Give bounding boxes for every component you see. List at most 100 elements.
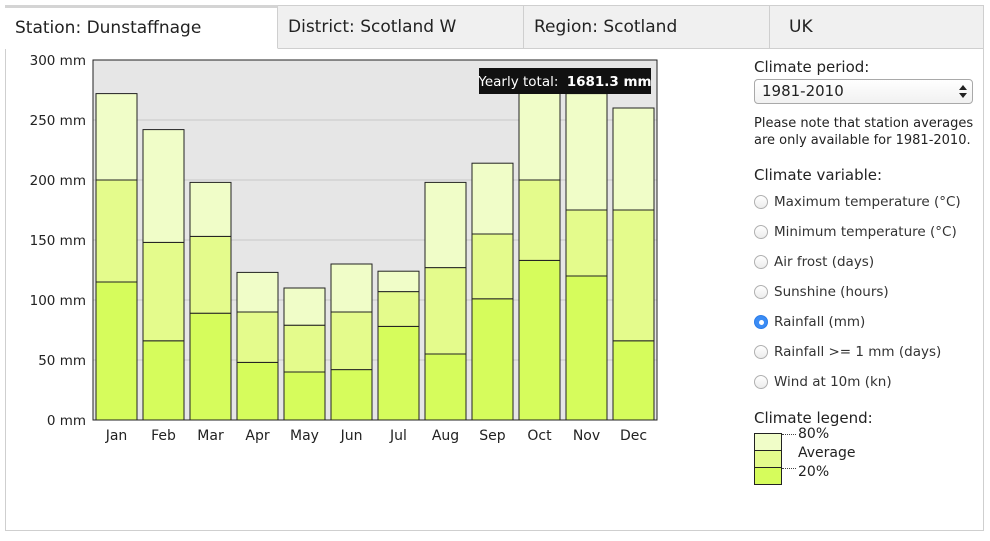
period-note: Please note that station averages are on…	[754, 116, 974, 148]
period-selected-value: 1981-2010	[762, 82, 844, 100]
radio-circle-icon[interactable]	[754, 195, 768, 209]
x-tick-label: Jun	[340, 428, 363, 444]
chart-area: 0 mm 50 mm 100 mm 150 mm 200 mm 250 mm 300 mm …	[0, 50, 700, 537]
period-heading: Climate period:	[754, 58, 870, 76]
sidebar: Climate period: 1981-2010 Please note th…	[754, 58, 979, 491]
bar-segment-80	[612, 107, 655, 211]
legend-swatch-average	[754, 450, 782, 468]
select-arrows-icon	[959, 85, 967, 98]
bar-segment-20	[236, 361, 279, 421]
bar-segment-average	[424, 267, 467, 355]
legend-leader	[782, 468, 796, 469]
radio-rainfall-days[interactable]: Rainfall >= 1 mm (days)	[754, 337, 979, 367]
yearly-total-prefix: Yearly total:	[477, 74, 558, 90]
x-tick-label: May	[290, 428, 319, 444]
bar-segment-average	[612, 209, 655, 342]
bar-segment-20	[189, 312, 232, 421]
bar-segment-20	[142, 340, 185, 421]
yearly-total-badge: Yearly total: 1681.3 mm	[477, 68, 652, 94]
bar-segment-80	[95, 93, 138, 181]
bar-segment-80	[330, 263, 373, 313]
bar-segment-80	[565, 93, 608, 211]
bar-segment-average	[189, 235, 232, 314]
bar-segment-80	[283, 287, 326, 326]
radio-label: Rainfall (mm)	[774, 314, 866, 330]
yearly-total-value: 1681.3 mm	[567, 74, 652, 90]
x-tick-label: Feb	[151, 428, 176, 444]
tab-uk[interactable]: UK	[770, 5, 984, 49]
y-tick-label: 250 mm	[30, 113, 86, 129]
bar-segment-average	[377, 291, 420, 327]
radio-max-temperature[interactable]: Maximum temperature (°C)	[754, 187, 979, 217]
radio-rainfall[interactable]: Rainfall (mm)	[754, 307, 979, 337]
legend-leader	[782, 434, 796, 435]
x-tick-label: Oct	[527, 428, 552, 444]
radio-label: Rainfall >= 1 mm (days)	[774, 344, 942, 360]
bar-segment-20	[330, 369, 373, 421]
tab-region[interactable]: Region: Scotland	[524, 5, 770, 49]
tab-district[interactable]: District: Scotland W	[278, 5, 524, 49]
bar-segment-average	[283, 324, 326, 373]
bar-segment-80	[518, 82, 561, 181]
bar-segment-20	[565, 275, 608, 421]
y-tick-label: 0 mm	[47, 413, 86, 429]
bar-segment-20	[424, 353, 467, 421]
bar-segment-average	[95, 179, 138, 283]
x-tick-label: Dec	[620, 428, 647, 444]
legend-swatch-20	[754, 467, 782, 485]
x-tick-label: Jan	[105, 428, 128, 444]
variable-radio-group: Maximum temperature (°C) Minimum tempera…	[754, 187, 979, 397]
variable-heading: Climate variable:	[754, 166, 883, 184]
climate-legend: 80% Average 20%	[754, 426, 979, 491]
bar-segment-average	[142, 241, 185, 342]
bar-segment-average	[518, 179, 561, 261]
radio-air-frost[interactable]: Air frost (days)	[754, 247, 979, 277]
radio-label: Sunshine (hours)	[774, 284, 889, 300]
bar-segment-20	[95, 281, 138, 421]
radio-min-temperature[interactable]: Minimum temperature (°C)	[754, 217, 979, 247]
period-select[interactable]: 1981-2010	[754, 79, 973, 104]
x-tick-label: Jul	[389, 428, 407, 444]
radio-label: Wind at 10m (kn)	[774, 374, 892, 390]
x-tick-label: Mar	[197, 428, 224, 444]
y-tick-label: 100 mm	[30, 293, 86, 309]
bar-segment-average	[236, 311, 279, 363]
radio-label: Maximum temperature (°C)	[774, 194, 961, 210]
plot-border	[92, 59, 658, 421]
tab-station[interactable]: Station: Dunstaffnage	[5, 5, 278, 49]
radio-checked-icon[interactable]	[754, 315, 768, 329]
x-tick-label: Aug	[432, 428, 459, 444]
radio-circle-icon[interactable]	[754, 255, 768, 269]
legend-label-80: 80%	[798, 426, 830, 442]
location-tabs: Station: Dunstaffnage District: Scotland…	[5, 5, 984, 49]
radio-label: Minimum temperature (°C)	[774, 224, 957, 240]
bar-segment-20	[612, 340, 655, 421]
legend-label-20: 20%	[798, 464, 830, 480]
x-tick-label: Nov	[573, 428, 600, 444]
bar-segment-80	[377, 270, 420, 293]
bar-segment-20	[518, 259, 561, 421]
bar-segment-average	[330, 311, 373, 371]
legend-swatch-80	[754, 433, 782, 451]
y-tick-label: 50 mm	[38, 353, 86, 369]
radio-circle-icon[interactable]	[754, 345, 768, 359]
y-tick-label: 150 mm	[30, 233, 86, 249]
x-tick-label: Apr	[245, 428, 269, 444]
bar-segment-20	[377, 325, 420, 421]
bar-segment-80	[189, 181, 232, 237]
bar-segment-80	[236, 271, 279, 313]
radio-sunshine[interactable]: Sunshine (hours)	[754, 277, 979, 307]
bar-segment-20	[283, 371, 326, 421]
radio-wind[interactable]: Wind at 10m (kn)	[754, 367, 979, 397]
radio-circle-icon[interactable]	[754, 375, 768, 389]
radio-circle-icon[interactable]	[754, 225, 768, 239]
bar-segment-average	[471, 233, 514, 300]
bar-segment-80	[142, 129, 185, 243]
bar-segment-80	[471, 162, 514, 235]
bar-segment-80	[424, 181, 467, 269]
x-tick-label: Sep	[479, 428, 506, 444]
radio-circle-icon[interactable]	[754, 285, 768, 299]
y-tick-label: 300 mm	[30, 53, 86, 69]
legend-label-average: Average	[798, 445, 856, 461]
